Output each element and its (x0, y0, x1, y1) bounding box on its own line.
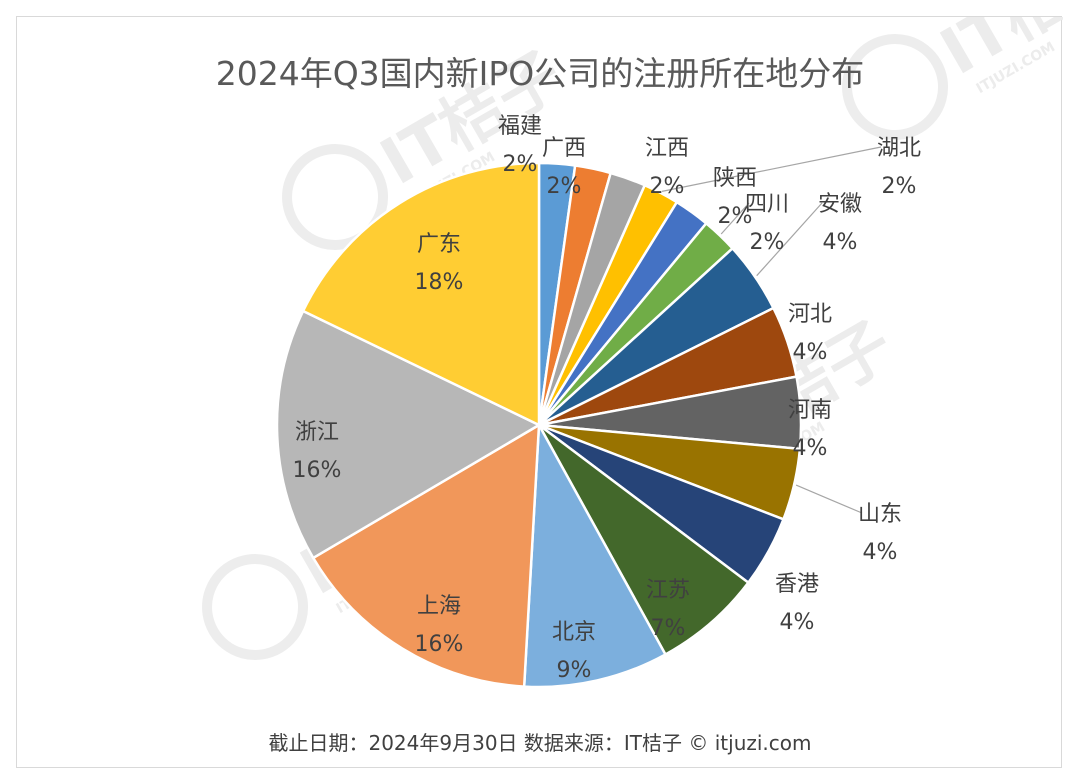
pie-chart: IT桔子ITJUZI.COMIT桔子ITJUZI.COMIT桔子ITJUZI.C… (202, 17, 1063, 755)
data-labels: 福建2%广西2%江西2%湖北2%陕西2%四川2%安徽4%河北4%河南4%山东4%… (293, 114, 921, 683)
pie-slice-浙江 (275, 309, 542, 560)
pie-slice-广东 (301, 161, 541, 427)
data-label-name: 香港 (775, 572, 819, 597)
data-label-percent: 4% (823, 230, 858, 255)
data-label-percent: 2% (650, 174, 685, 199)
data-label-name: 河南 (788, 398, 832, 423)
pie-slice-北京 (522, 420, 668, 689)
data-label-name: 湖北 (877, 136, 921, 161)
data-label-percent: 2% (718, 204, 753, 229)
pie-slice-上海 (311, 422, 541, 688)
chart-title: 2024年Q3国内新IPO公司的注册所在地分布 (216, 54, 865, 93)
data-label-name: 浙江 (295, 420, 339, 445)
leader-line (795, 484, 863, 514)
chart-frame: IT桔子ITJUZI.COMIT桔子ITJUZI.COMIT桔子ITJUZI.C… (16, 16, 1063, 768)
data-label-percent: 16% (293, 458, 342, 483)
data-label-percent: 9% (557, 658, 592, 683)
pie-slices (275, 161, 803, 689)
data-label-percent: 18% (415, 270, 464, 295)
data-label-percent: 4% (793, 340, 828, 365)
data-label-name: 北京 (552, 620, 596, 645)
data-label-percent: 4% (793, 436, 828, 461)
leader-lines (661, 146, 882, 514)
data-label-percent: 2% (750, 230, 785, 255)
data-label-percent: 2% (547, 174, 582, 199)
data-label-percent: 7% (651, 616, 686, 641)
data-label-name: 安徽 (818, 192, 862, 217)
data-label-name: 山东 (858, 502, 902, 527)
data-label-name: 上海 (417, 594, 461, 619)
data-label-percent: 4% (863, 540, 898, 565)
data-label-name: 四川 (745, 192, 789, 217)
data-label-name: 江苏 (646, 578, 690, 603)
footer-source: 截止日期：2024年9月30日 数据来源：IT桔子 © itjuzi.com (268, 731, 811, 755)
data-label-percent: 4% (780, 610, 815, 635)
data-label-name: 江西 (645, 136, 689, 161)
data-label-name: 广东 (417, 232, 461, 257)
leader-line (661, 146, 882, 192)
leader-line (720, 202, 750, 235)
data-label-percent: 2% (882, 174, 917, 199)
data-label-percent: 2% (503, 152, 538, 177)
data-label-name: 陕西 (713, 166, 757, 191)
data-label-percent: 16% (415, 632, 464, 657)
leader-line (756, 202, 823, 277)
data-label-name: 广西 (542, 136, 586, 161)
data-label-name: 福建 (498, 114, 542, 139)
data-label-name: 河北 (788, 302, 832, 327)
pie-slice-江苏 (537, 424, 751, 657)
